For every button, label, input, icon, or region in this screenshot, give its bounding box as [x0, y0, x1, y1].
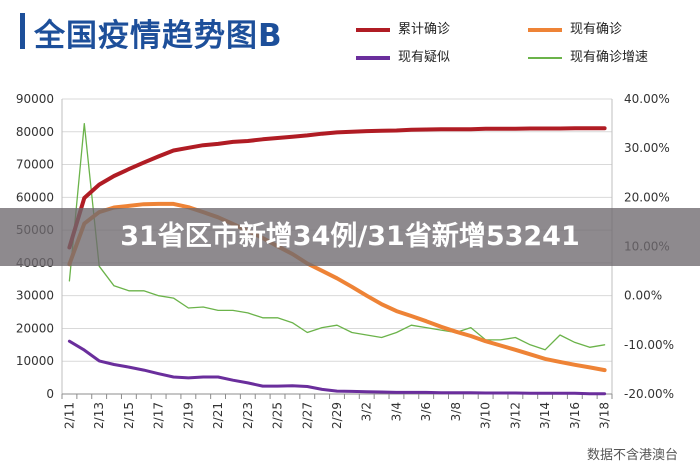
series-suspected-line — [67, 339, 607, 396]
y-right-tick-label: -10.00% — [624, 338, 674, 352]
y-right-tick-label: 40.00% — [624, 92, 670, 106]
x-tick-label: 3/2 — [360, 402, 374, 421]
y-right-tick-label: 30.00% — [624, 141, 670, 155]
y-right-tick-label: 0.00% — [624, 289, 662, 303]
x-tick-label: 3/18 — [598, 402, 612, 429]
headline-banner: 31省区市新增34例/31省新增53241 — [0, 208, 700, 266]
x-tick-label: 3/8 — [449, 402, 463, 421]
y-left-tick-label: 80000 — [16, 125, 54, 139]
x-tick-label: 3/6 — [419, 402, 433, 421]
x-tick-label: 2/17 — [152, 402, 166, 429]
legend-label-suspected: 现有疑似 — [398, 50, 451, 65]
y-left-tick-label: 90000 — [16, 92, 54, 106]
x-tick-label: 2/15 — [122, 402, 136, 429]
legend-swatch-cumulative — [356, 27, 390, 32]
legend-label-growth: 现有确诊增速 — [570, 50, 649, 65]
y-left-tick-label: 60000 — [16, 190, 54, 204]
x-tick-label: 3/12 — [508, 402, 522, 429]
legend-label-cumulative: 累计确诊 — [398, 22, 451, 37]
x-tick-label: 3/4 — [389, 402, 403, 421]
y-left-tick-label: 0 — [46, 387, 54, 401]
x-tick-label: 2/25 — [271, 402, 285, 429]
legend-item-current: 现有确诊 — [528, 18, 622, 37]
y-right-tick-label: -20.00% — [624, 387, 674, 401]
headline-text: 31省区市新增34例/31省新增53241 — [120, 221, 580, 252]
title-accent-bar — [20, 13, 25, 49]
y-left-tick-label: 70000 — [16, 158, 54, 172]
y-left-tick-label: 20000 — [16, 321, 54, 335]
legend-item-suspected: 现有疑似 — [356, 46, 450, 65]
legend-swatch-suspected — [356, 55, 390, 60]
x-tick-label: 3/14 — [538, 402, 552, 429]
x-tick-label: 3/16 — [568, 402, 582, 429]
x-tick-label: 2/23 — [241, 402, 255, 429]
x-tick-label: 2/21 — [211, 402, 225, 429]
x-tick-label: 3/10 — [479, 402, 493, 429]
x-tick-label: 2/11 — [62, 402, 76, 429]
x-tick-label: 2/13 — [92, 402, 106, 429]
y-left-tick-label: 30000 — [16, 289, 54, 303]
chart-title: 全国疫情趋势图B — [34, 18, 283, 54]
legend-label-current: 现有确诊 — [570, 22, 623, 37]
legend-swatch-current — [528, 27, 562, 32]
legend-swatch-growth — [528, 56, 562, 59]
series-cumulative-line — [67, 126, 607, 250]
y-right-tick-label: 20.00% — [624, 190, 670, 204]
legend-item-cumulative: 累计确诊 — [356, 18, 450, 37]
x-tick-label: 2/29 — [330, 402, 344, 429]
legend-item-growth: 现有确诊增速 — [528, 46, 648, 65]
x-tick-label: 2/27 — [300, 402, 314, 429]
x-tick-label: 2/19 — [181, 402, 195, 429]
series-growth-line — [68, 122, 606, 351]
y-left-tick-label: 10000 — [16, 354, 54, 368]
source-note: 数据不含港澳台 — [586, 448, 678, 463]
series-current-line — [67, 201, 607, 373]
